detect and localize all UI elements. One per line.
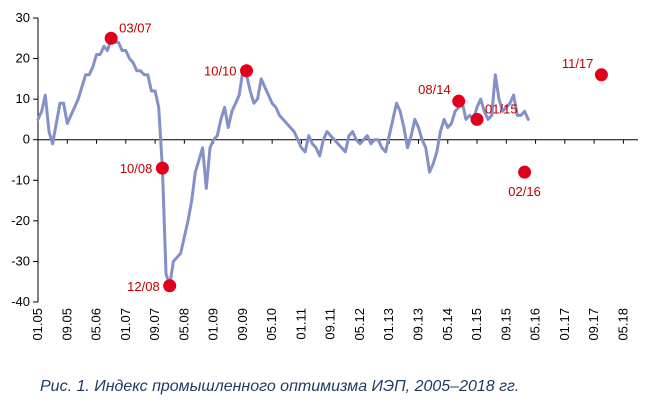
figure-caption: Рис. 1. Индекс промышленного оптимизма И… <box>40 378 520 395</box>
annotation-label: 12/08 <box>127 279 160 294</box>
annotation-marker <box>452 94 466 108</box>
y-tick-label: -20 <box>11 213 30 228</box>
y-tick-label: -30 <box>11 253 30 268</box>
x-tick-label: 09.17 <box>586 308 601 341</box>
x-tick-label: 05.16 <box>528 308 543 341</box>
x-tick-label: 09.05 <box>59 308 74 341</box>
annotation-label: 03/07 <box>119 20 152 35</box>
annotation-marker <box>104 31 118 45</box>
annotation-marker <box>240 64 254 78</box>
annotation-label: 10/10 <box>204 64 237 79</box>
annotation-marker <box>594 68 608 82</box>
annotation-label: 08/14 <box>418 82 451 97</box>
annotation-label: 01/15 <box>485 101 518 116</box>
x-tick-label: 05.18 <box>615 308 630 341</box>
x-tick-label: 01.15 <box>469 308 484 341</box>
x-tick-label: 01.05 <box>30 308 45 341</box>
x-tick-label: 09.09 <box>235 308 250 341</box>
x-tick-label: 05.12 <box>352 308 367 341</box>
annotation-label: 02/16 <box>508 184 541 199</box>
annotation-label: 10/08 <box>120 161 153 176</box>
x-tick-label: 09.07 <box>147 308 162 341</box>
x-tick-label: 05.08 <box>176 308 191 341</box>
annotation-marker <box>470 112 484 126</box>
x-tick-label: 09.13 <box>410 308 425 341</box>
y-tick-label: -10 <box>11 172 30 187</box>
x-tick-label: 05.14 <box>440 308 455 341</box>
x-tick-label: 01.17 <box>557 308 572 341</box>
y-tick-label: -40 <box>11 294 30 309</box>
series-line <box>36 36 530 288</box>
y-tick-label: 30 <box>16 10 30 25</box>
x-tick-label: 09.11 <box>323 308 338 340</box>
x-tick-label: 01.09 <box>206 308 221 341</box>
x-tick-label: 09.15 <box>498 308 513 341</box>
annotation-marker <box>155 161 169 175</box>
x-tick-label: 05.10 <box>264 308 279 341</box>
series-layer <box>36 36 530 288</box>
annotation-label: 11/17 <box>562 56 594 71</box>
y-tick-label: 20 <box>16 51 30 66</box>
y-tick-label: 10 <box>16 91 30 106</box>
x-tick-label: 01.13 <box>381 308 396 341</box>
annotation-marker <box>518 165 532 179</box>
x-tick-label: 05.06 <box>89 308 104 341</box>
markers-layer: 03/07 10/08 12/08 10/10 08/14 01/15 02/16 11/17 <box>104 20 608 294</box>
y-tick-label: 0 <box>23 132 30 147</box>
x-tick-label: 01.11 <box>293 308 308 340</box>
annotation-marker <box>163 279 177 293</box>
x-tick-label: 01.07 <box>118 308 133 341</box>
